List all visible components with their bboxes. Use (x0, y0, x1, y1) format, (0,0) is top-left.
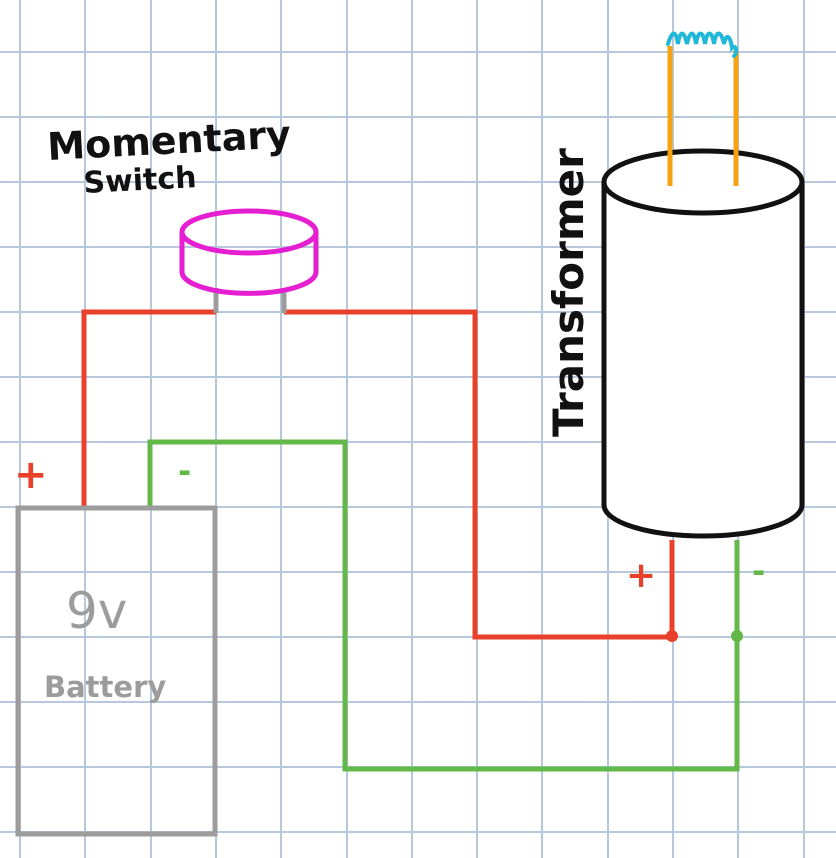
battery-to-switch-wire (81, 309, 216, 508)
transformer-plus-sign: + (626, 555, 656, 596)
positive-wires (81, 309, 675, 640)
negative-wires (147, 439, 740, 772)
switch-to-transformer-wire (284, 309, 675, 640)
positive-junction-dot (666, 630, 678, 642)
transformer-body (601, 182, 805, 539)
battery-voltage-label: 9v (66, 582, 127, 640)
momentary-switch (179, 208, 319, 313)
transformer-minus-sign: - (752, 552, 765, 590)
switch-body (179, 232, 319, 296)
battery-body (15, 505, 218, 837)
spark-gap-arc (666, 31, 739, 58)
battery-to-transformer-return-wire (147, 439, 740, 772)
battery-minus-sign: - (178, 452, 191, 490)
transformer (601, 31, 805, 539)
battery-plus-sign: + (14, 452, 48, 498)
switch-label-line1: Momentary (46, 112, 292, 169)
switch-top (179, 208, 319, 256)
transformer-label: Transformer (544, 148, 593, 437)
battery-label: Battery (44, 670, 166, 704)
transformer-top (601, 148, 805, 216)
negative-junction-dot (731, 630, 743, 642)
switch-label-line2: Switch (83, 160, 198, 201)
